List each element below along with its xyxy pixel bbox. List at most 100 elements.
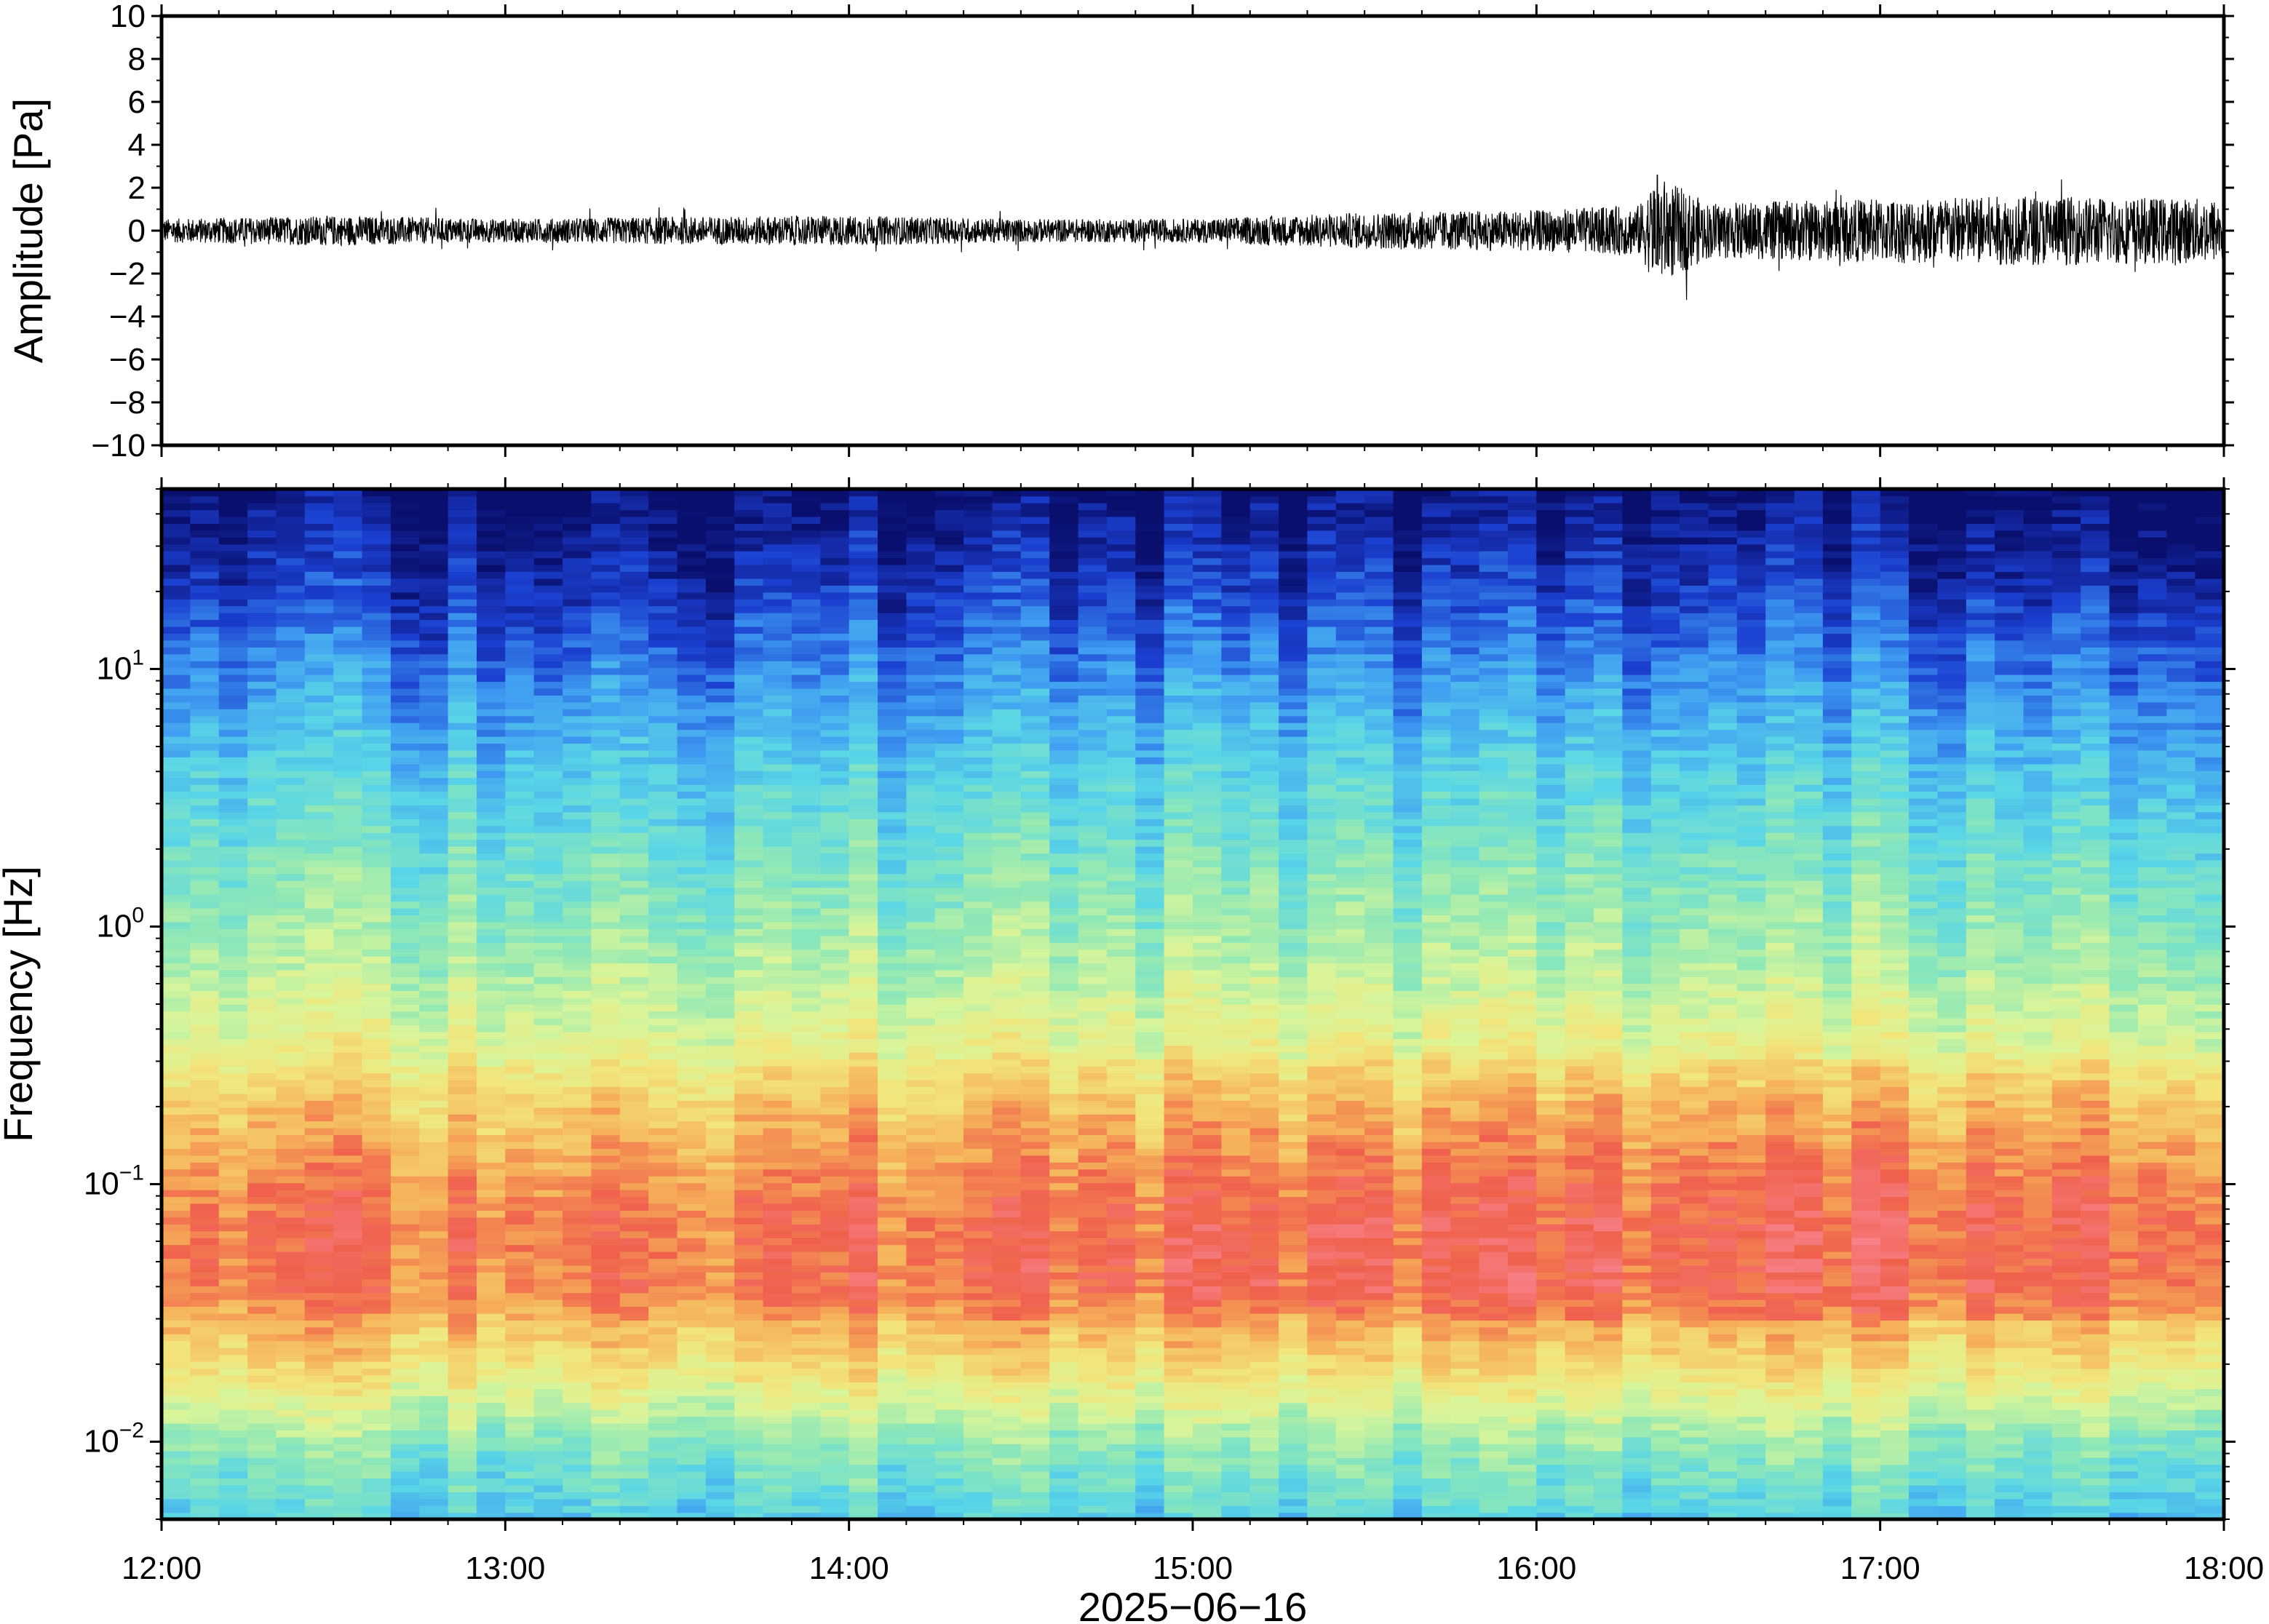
- spectrogram-cell: [218, 495, 248, 503]
- spectrogram-cell: [734, 619, 764, 627]
- spectrogram-cell: [390, 661, 421, 669]
- spectrogram-cell: [648, 1478, 678, 1486]
- spectrogram-cell: [820, 1278, 850, 1286]
- spectrogram-cell: [1078, 1361, 1108, 1369]
- spectrogram-cell: [963, 1244, 993, 1252]
- spectrogram-cell: [448, 949, 477, 957]
- spectrogram-cell: [390, 523, 421, 531]
- spectrogram-cell: [906, 1230, 936, 1238]
- spectrogram-cell: [849, 530, 878, 538]
- spectrogram-cell: [1049, 1182, 1079, 1190]
- spectrogram-cell: [333, 1238, 363, 1246]
- spectrogram-cell: [419, 1498, 449, 1506]
- spectrogram-cell: [419, 1492, 449, 1500]
- spectrogram-cell: [619, 1217, 649, 1225]
- spectrogram-cell: [276, 743, 306, 751]
- spectrogram-cell: [505, 523, 535, 531]
- spectrogram-cell: [849, 1052, 878, 1060]
- spectrogram-cell: [849, 777, 878, 785]
- spectrogram-cell: [705, 1470, 736, 1479]
- spectrogram-cell: [563, 599, 592, 607]
- spectrogram-cell: [791, 1334, 822, 1342]
- spectrogram-cell: [505, 653, 535, 661]
- spectrogram-cell: [619, 839, 649, 847]
- spectrogram-cell: [763, 1127, 792, 1136]
- spectrogram-cell: [1049, 832, 1079, 840]
- spectrogram-cell: [1049, 1340, 1079, 1348]
- spectrogram-cell: [849, 612, 878, 621]
- spectrogram-cell: [1049, 736, 1079, 744]
- spectrogram-cell: [820, 915, 850, 923]
- spectrogram-cell: [505, 907, 535, 915]
- spectrogram-cell: [563, 825, 592, 833]
- spectrogram-cell: [734, 1278, 764, 1286]
- spectrogram-cell: [162, 1024, 191, 1032]
- spectrogram-cell: [419, 1141, 449, 1149]
- spectrogram-cell: [247, 1422, 277, 1430]
- spectrogram-cell: [190, 1450, 220, 1458]
- spectrogram-cell: [276, 709, 306, 717]
- spectrogram-cell: [791, 1045, 822, 1053]
- spectrogram-cell: [533, 509, 563, 517]
- spectrogram-cell: [304, 661, 334, 669]
- spectrogram-cell: [247, 1258, 277, 1266]
- spectrogram-cell: [247, 489, 277, 497]
- spectrogram-cell: [276, 695, 306, 703]
- spectrogram-cell: [333, 845, 363, 854]
- spectrogram-cell: [304, 1038, 334, 1046]
- spectrogram-cell: [591, 845, 621, 854]
- spectrogram-cell: [190, 1505, 220, 1513]
- spectrogram-cell: [849, 1354, 878, 1362]
- spectrogram-cell: [878, 791, 907, 799]
- spectrogram-cell: [533, 1189, 563, 1198]
- spectrogram-cell: [218, 551, 248, 559]
- spectrogram-cell: [362, 1299, 392, 1307]
- spectrogram-cell: [276, 1512, 306, 1520]
- spectrogram-cell: [619, 1079, 649, 1087]
- spectrogram-cell: [791, 564, 822, 572]
- spectrogram-cell: [591, 743, 621, 751]
- spectrogram-cell: [419, 1162, 449, 1170]
- spectrogram-cell: [362, 578, 392, 586]
- spectrogram-cell: [390, 1038, 421, 1046]
- spectrogram-cell: [505, 1162, 535, 1170]
- waveform-y-tick-label: 6: [128, 84, 146, 120]
- spectrogram-cell: [878, 1396, 907, 1404]
- spectrogram-cell: [247, 523, 277, 531]
- spectrogram-cell: [677, 571, 707, 579]
- spectrogram-cell: [1020, 1422, 1050, 1430]
- spectrogram-cell: [878, 887, 907, 895]
- spectrogram-cell: [878, 523, 907, 531]
- spectrogram-cell: [820, 661, 850, 669]
- spectrogram-cell: [963, 1086, 993, 1094]
- spectrogram-cell: [1049, 1388, 1079, 1396]
- spectrogram-cell: [878, 1265, 907, 1273]
- spectrogram-cell: [992, 763, 1022, 771]
- spectrogram-cell: [849, 1066, 878, 1074]
- spectrogram-cell: [992, 1176, 1022, 1184]
- spectrogram-cell: [218, 1464, 248, 1472]
- spectrogram-cell: [162, 1141, 191, 1149]
- spectrogram-cell: [934, 791, 964, 799]
- spectrogram-cell: [162, 661, 191, 669]
- spectrogram-cell: [849, 743, 878, 751]
- spectrogram-cell: [247, 1114, 277, 1122]
- spectrogram-cell: [247, 921, 277, 929]
- spectrogram-cell: [218, 1416, 248, 1424]
- spectrogram-cell: [448, 880, 477, 888]
- spectrogram-cell: [648, 661, 678, 669]
- spectrogram-cell: [419, 1416, 449, 1424]
- spectrogram-cell: [677, 928, 707, 936]
- spectrogram-cell: [276, 1162, 306, 1170]
- spectrogram-cell: [1049, 502, 1079, 511]
- spectrogram-cell: [906, 599, 936, 607]
- spectrogram-cell: [677, 1292, 707, 1300]
- spectrogram-cell: [791, 1340, 822, 1348]
- spectrogram-cell: [619, 819, 649, 827]
- spectrogram-cell: [992, 894, 1022, 902]
- spectrogram-cell: [591, 653, 621, 661]
- spectrogram-cell: [390, 873, 421, 881]
- spectrogram-cell: [190, 880, 220, 888]
- spectrogram-cell: [591, 1326, 621, 1334]
- spectrogram-cell: [619, 1210, 649, 1218]
